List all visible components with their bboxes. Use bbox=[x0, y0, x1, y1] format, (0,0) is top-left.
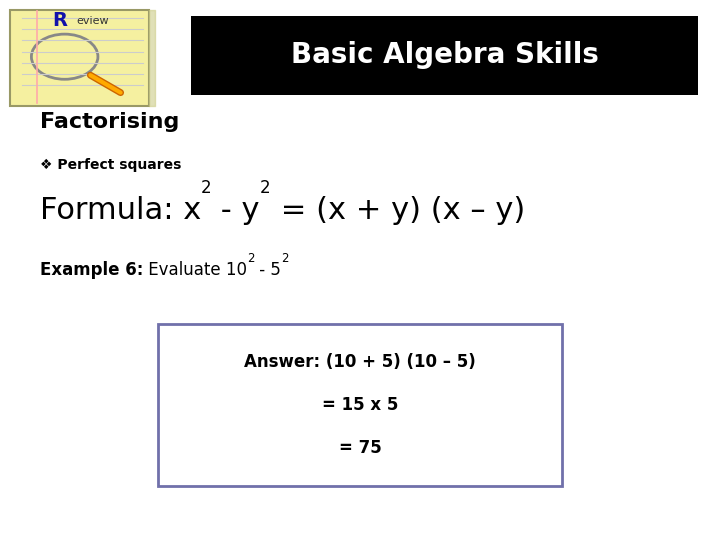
Text: 2: 2 bbox=[201, 179, 212, 197]
Text: = 75: = 75 bbox=[338, 439, 382, 457]
Text: Evaluate 10: Evaluate 10 bbox=[143, 261, 247, 279]
Text: eview: eview bbox=[77, 16, 109, 26]
Text: - y: - y bbox=[212, 195, 260, 225]
Text: 2: 2 bbox=[260, 179, 271, 197]
Text: 2: 2 bbox=[247, 252, 254, 265]
Text: 2: 2 bbox=[282, 252, 289, 265]
Text: ❖ Perfect squares: ❖ Perfect squares bbox=[40, 158, 181, 172]
Text: Answer: (10 + 5) (10 – 5): Answer: (10 + 5) (10 – 5) bbox=[244, 353, 476, 371]
Text: R: R bbox=[53, 11, 68, 30]
Text: - 5: - 5 bbox=[254, 261, 282, 279]
Text: Formula: x: Formula: x bbox=[40, 195, 201, 225]
Text: = 15 x 5: = 15 x 5 bbox=[322, 396, 398, 414]
Text: = (x + y) (x – y): = (x + y) (x – y) bbox=[271, 195, 525, 225]
Text: Basic Algebra Skills: Basic Algebra Skills bbox=[291, 42, 598, 69]
Text: Example 6:: Example 6: bbox=[40, 261, 143, 279]
Text: Factorising: Factorising bbox=[40, 111, 179, 132]
